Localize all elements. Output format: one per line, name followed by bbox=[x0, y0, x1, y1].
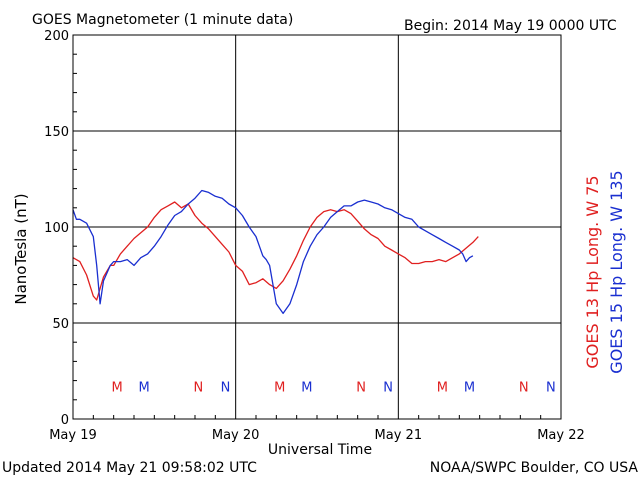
annotation-marker: M bbox=[274, 380, 285, 395]
x-tick-label: May 22 bbox=[537, 428, 585, 443]
annotation-marker: M bbox=[437, 380, 448, 395]
annotation-marker: N bbox=[221, 380, 231, 395]
legend-goes15: GOES 15 Hp Long. W 135 bbox=[607, 170, 626, 373]
legend-goes13: GOES 13 Hp Long. W 75 bbox=[583, 175, 602, 368]
annotation-marker: N bbox=[194, 380, 204, 395]
chart-title: GOES Magnetometer (1 minute data) bbox=[32, 12, 293, 28]
y-tick-label: 100 bbox=[44, 221, 69, 236]
credit-text: NOAA/SWPC Boulder, CO USA bbox=[430, 460, 639, 476]
y-tick-label: 50 bbox=[52, 317, 69, 332]
annotation-marker: M bbox=[301, 380, 312, 395]
x-tick-label: May 21 bbox=[375, 428, 423, 443]
annotation-marker: N bbox=[519, 380, 529, 395]
tick-layer: 0 50 100 150 200 May 19 May 20 May 21 May 22 bbox=[44, 29, 585, 443]
updated-timestamp: Updated 2014 May 21 09:58:02 UTC bbox=[2, 460, 257, 476]
y-axis-label: NanoTesla (nT) bbox=[12, 193, 30, 304]
x-tick-label: May 19 bbox=[49, 428, 97, 443]
annotation-marker: N bbox=[383, 380, 393, 395]
x-tick-label: May 20 bbox=[212, 428, 260, 443]
y-tick-label: 200 bbox=[44, 29, 69, 44]
begin-time: Begin: 2014 May 19 0000 UTC bbox=[404, 18, 617, 34]
series-goes13-line bbox=[72, 201, 479, 301]
annotation-marker: M bbox=[139, 380, 150, 395]
annotation-marker: M bbox=[464, 380, 475, 395]
annotation-marker: M bbox=[111, 380, 122, 395]
grid-lines bbox=[73, 35, 561, 419]
series-layer bbox=[72, 189, 479, 315]
annotation-marker: N bbox=[546, 380, 556, 395]
x-axis-label: Universal Time bbox=[268, 442, 372, 458]
series-goes15-line bbox=[72, 189, 474, 315]
y-tick-label: 0 bbox=[61, 413, 69, 428]
y-tick-label: 150 bbox=[44, 125, 69, 140]
annotation-marker: N bbox=[356, 380, 366, 395]
